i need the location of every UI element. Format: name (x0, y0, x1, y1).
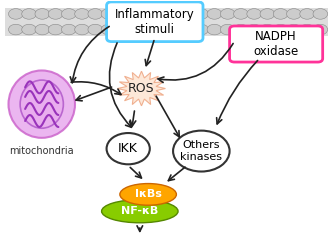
Circle shape (154, 9, 169, 19)
Circle shape (300, 24, 315, 35)
Circle shape (141, 24, 155, 35)
Circle shape (313, 9, 328, 19)
Circle shape (154, 24, 169, 35)
Circle shape (22, 24, 37, 35)
Circle shape (273, 24, 288, 35)
Circle shape (107, 133, 150, 164)
Circle shape (260, 24, 275, 35)
FancyBboxPatch shape (107, 2, 203, 42)
Circle shape (61, 24, 76, 35)
Circle shape (300, 9, 315, 19)
Text: Others
kinases: Others kinases (180, 140, 222, 162)
Circle shape (8, 9, 23, 19)
Circle shape (233, 24, 248, 35)
Text: ROS: ROS (128, 82, 155, 95)
Circle shape (48, 9, 63, 19)
Circle shape (168, 24, 182, 35)
Text: IKK: IKK (118, 142, 138, 155)
Circle shape (173, 131, 229, 172)
Circle shape (286, 24, 301, 35)
Circle shape (247, 24, 261, 35)
Bar (5, 8, 328, 36)
Circle shape (22, 9, 37, 19)
Ellipse shape (102, 200, 178, 223)
Text: mitochondria: mitochondria (9, 146, 74, 156)
Circle shape (128, 24, 142, 35)
Circle shape (260, 9, 275, 19)
Circle shape (233, 9, 248, 19)
Circle shape (35, 9, 50, 19)
Circle shape (168, 9, 182, 19)
Circle shape (101, 24, 116, 35)
Circle shape (8, 24, 23, 35)
Circle shape (194, 9, 208, 19)
Circle shape (115, 9, 129, 19)
Text: NF-κB: NF-κB (121, 206, 158, 216)
Circle shape (35, 24, 50, 35)
Circle shape (207, 24, 222, 35)
Circle shape (181, 24, 195, 35)
Circle shape (207, 9, 222, 19)
Circle shape (273, 9, 288, 19)
Circle shape (88, 9, 103, 19)
Circle shape (128, 9, 142, 19)
Text: Inflammatory
stimuli: Inflammatory stimuli (115, 8, 195, 36)
Circle shape (194, 24, 208, 35)
Circle shape (115, 24, 129, 35)
Ellipse shape (20, 80, 63, 128)
Circle shape (247, 9, 261, 19)
Circle shape (101, 9, 116, 19)
Ellipse shape (120, 184, 177, 205)
Circle shape (181, 9, 195, 19)
Ellipse shape (8, 70, 75, 138)
Text: NADPH
oxidase: NADPH oxidase (254, 30, 299, 58)
Text: IκBs: IκBs (135, 189, 161, 199)
FancyBboxPatch shape (229, 26, 323, 62)
Circle shape (313, 24, 328, 35)
Circle shape (220, 9, 235, 19)
Circle shape (48, 24, 63, 35)
Circle shape (220, 24, 235, 35)
Circle shape (88, 24, 103, 35)
Circle shape (141, 9, 155, 19)
Circle shape (61, 9, 76, 19)
Circle shape (286, 9, 301, 19)
Circle shape (75, 24, 89, 35)
Circle shape (75, 9, 89, 19)
Polygon shape (118, 71, 165, 106)
